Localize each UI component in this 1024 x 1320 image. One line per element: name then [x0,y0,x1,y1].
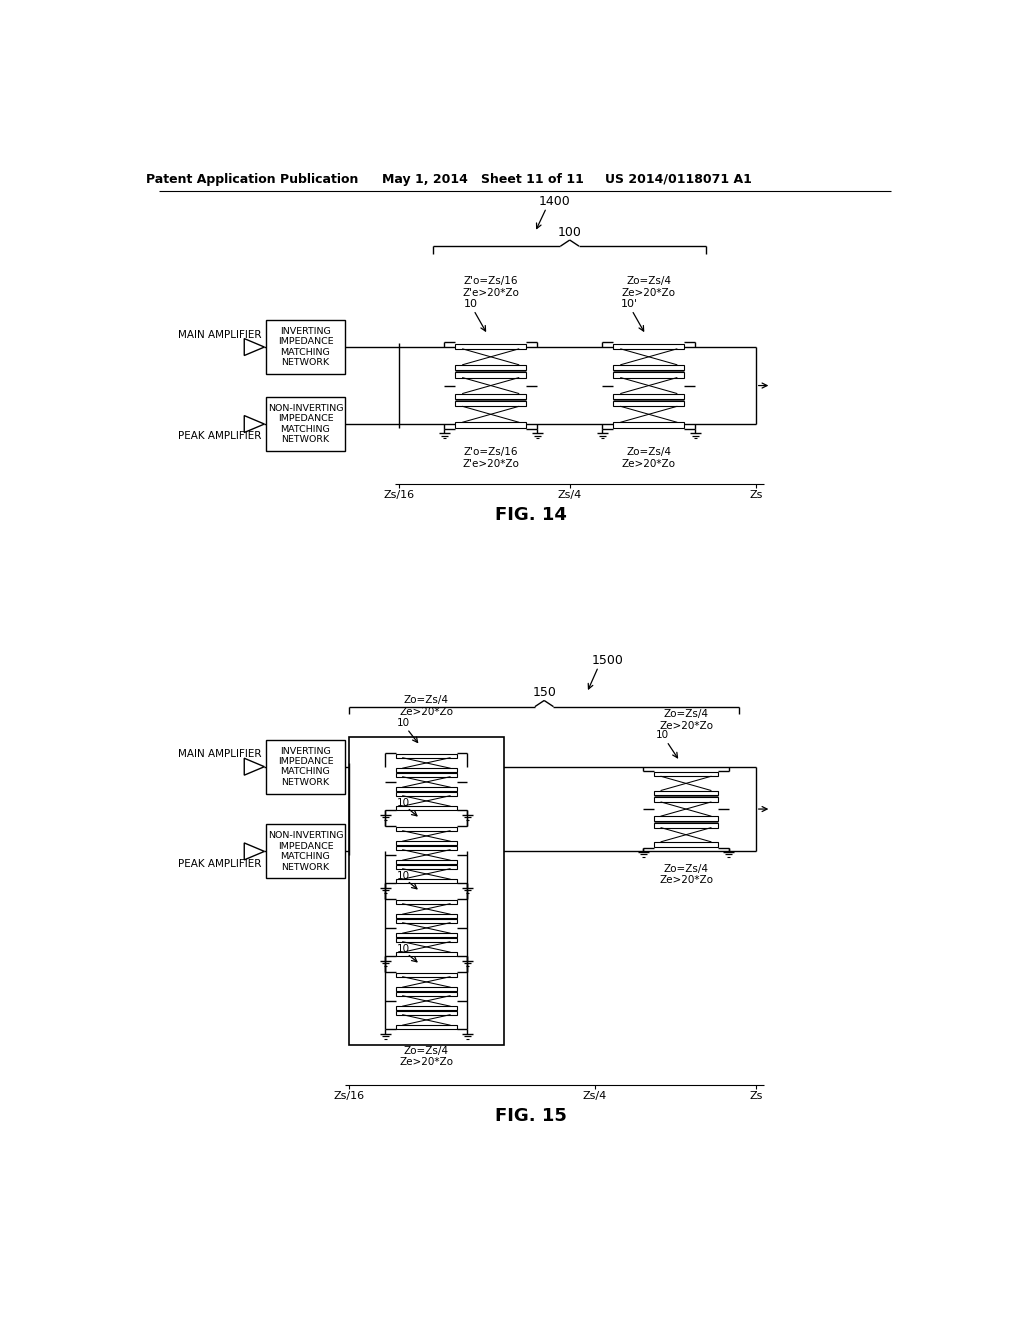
Text: Zo=Zs/4
Ze>20*Zo: Zo=Zs/4 Ze>20*Zo [659,863,713,886]
Bar [613,372,684,378]
Bar [396,1006,457,1010]
Bar [613,422,684,428]
Bar [613,393,684,399]
Bar [396,933,457,937]
Text: Patent Application Publication: Patent Application Publication [145,173,358,186]
Bar [349,738,504,1045]
Bar [455,364,526,370]
Text: Sheet 11 of 11: Sheet 11 of 11 [481,173,584,186]
Text: Z'o=Zs/16
Z'e>20*Zo: Z'o=Zs/16 Z'e>20*Zo [462,276,519,298]
Bar [396,774,457,776]
Bar [455,343,526,348]
Text: PEAK AMPLIFIER: PEAK AMPLIFIER [178,432,261,441]
Bar [396,807,457,809]
Text: Zs: Zs [750,1090,763,1101]
Bar [396,919,457,923]
Text: Zo=Zs/4
Ze>20*Zo: Zo=Zs/4 Ze>20*Zo [399,694,454,717]
Text: Zo=Zs/4
Ze>20*Zo: Zo=Zs/4 Ze>20*Zo [399,1045,454,1067]
Bar [613,343,684,348]
Text: Zs/4: Zs/4 [558,490,582,500]
Bar [654,816,718,821]
Text: NON-INVERTING
IMPEDANCE
MATCHING
NETWORK: NON-INVERTING IMPEDANCE MATCHING NETWORK [267,832,343,871]
Bar [396,787,457,791]
Bar [654,772,718,776]
Bar [396,846,457,850]
Bar [396,861,457,863]
Bar [266,321,345,374]
Bar [654,822,718,828]
Text: FIG. 15: FIG. 15 [495,1106,567,1125]
Bar [455,393,526,399]
Bar [396,841,457,845]
Text: 150: 150 [532,686,556,700]
Bar [396,1011,457,1015]
Text: Zs: Zs [750,490,763,500]
Text: INVERTING
IMPEDANCE
MATCHING
NETWORK: INVERTING IMPEDANCE MATCHING NETWORK [278,747,333,787]
Bar [396,915,457,917]
Text: Zs/16: Zs/16 [384,490,415,500]
Text: 10: 10 [396,944,410,954]
Bar [396,900,457,904]
Bar [455,422,526,428]
Bar [396,973,457,977]
Bar [396,993,457,995]
Bar [613,401,684,407]
Text: PEAK AMPLIFIER: PEAK AMPLIFIER [178,859,261,869]
Bar [396,952,457,956]
Text: US 2014/0118071 A1: US 2014/0118071 A1 [605,173,752,186]
Bar [613,364,684,370]
Text: 100: 100 [558,226,582,239]
Text: 10: 10 [396,871,410,880]
Bar [396,987,457,991]
Text: FIG. 14: FIG. 14 [495,506,567,524]
Bar [654,797,718,801]
Bar [396,865,457,869]
Text: 10: 10 [396,799,410,808]
Bar [266,825,345,878]
Text: Zo=Zs/4
Ze>20*Zo: Zo=Zs/4 Ze>20*Zo [622,276,676,298]
Bar [396,1026,457,1028]
Bar [396,939,457,941]
Text: NON-INVERTING
IMPEDANCE
MATCHING
NETWORK: NON-INVERTING IMPEDANCE MATCHING NETWORK [267,404,343,444]
Bar [396,879,457,883]
Bar [396,768,457,772]
Text: 1500: 1500 [592,653,624,667]
Text: MAIN AMPLIFIER: MAIN AMPLIFIER [178,330,261,339]
Bar [455,401,526,407]
Text: Z'o=Zs/16
Z'e>20*Zo: Z'o=Zs/16 Z'e>20*Zo [462,447,519,469]
Bar [396,828,457,830]
Text: Zs/4: Zs/4 [583,1090,607,1101]
Text: Zs/16: Zs/16 [334,1090,365,1101]
Text: 10: 10 [464,298,478,309]
Bar [654,842,718,846]
Bar [266,739,345,793]
Bar [266,397,345,451]
Text: 10': 10' [621,298,638,309]
Bar [455,372,526,378]
Bar [396,792,457,796]
Text: Zo=Zs/4
Ze>20*Zo: Zo=Zs/4 Ze>20*Zo [622,447,676,469]
Text: MAIN AMPLIFIER: MAIN AMPLIFIER [178,750,261,759]
Text: Zo=Zs/4
Ze>20*Zo: Zo=Zs/4 Ze>20*Zo [659,709,713,730]
Bar [396,754,457,758]
Text: 10: 10 [656,730,670,741]
Text: May 1, 2014: May 1, 2014 [382,173,468,186]
Text: 10: 10 [396,718,410,727]
Text: INVERTING
IMPEDANCE
MATCHING
NETWORK: INVERTING IMPEDANCE MATCHING NETWORK [278,327,333,367]
Bar [654,791,718,795]
Text: 1400: 1400 [539,195,570,209]
